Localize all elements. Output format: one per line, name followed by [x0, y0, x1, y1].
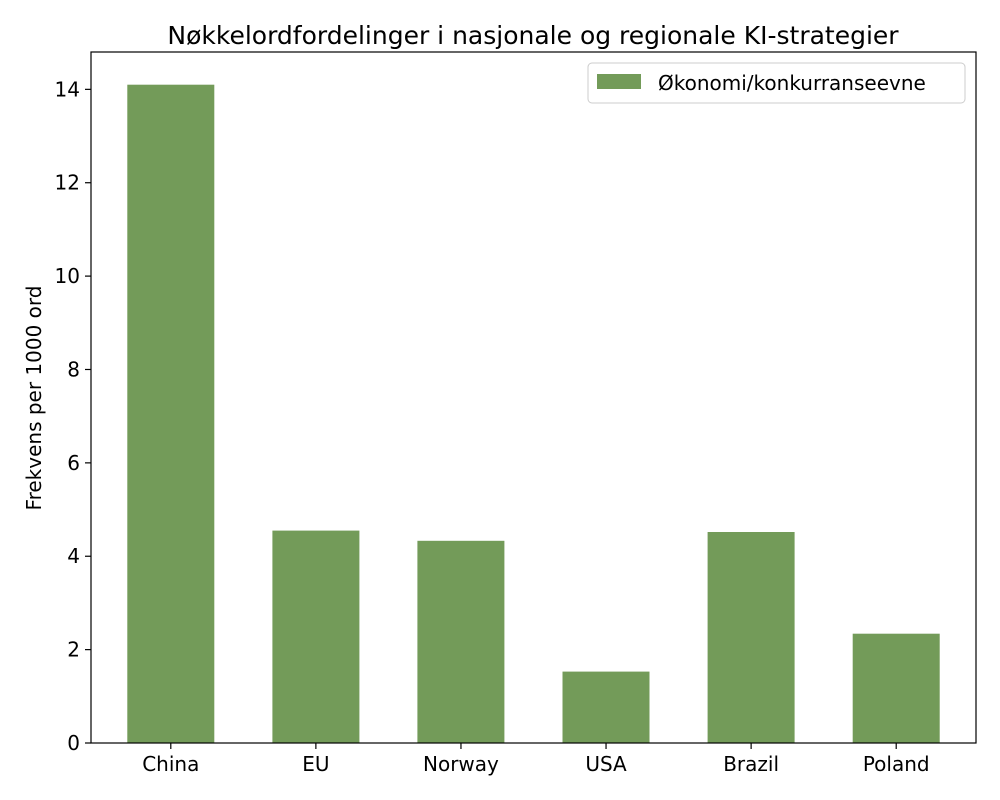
bar-eu: [272, 530, 360, 743]
x-tick-label: Brazil: [723, 752, 779, 776]
legend: Økonomi/konkurranseevne: [587, 62, 966, 104]
y-axis-ticks: 0 2 4 6 8 10 12 14: [55, 77, 91, 755]
y-tick-label: 14: [55, 77, 80, 101]
bar-poland: [852, 633, 940, 743]
legend-label: Økonomi/konkurranseevne: [658, 71, 926, 95]
legend-swatch: [597, 74, 641, 89]
bar-china: [127, 84, 215, 743]
y-tick-label: 4: [67, 544, 80, 568]
bar-usa: [562, 671, 650, 743]
y-tick-label: 0: [67, 731, 80, 755]
y-axis-label: Frekvens per 1000 ord: [22, 286, 46, 511]
x-axis-ticks: China EU Norway USA Brazil Poland: [142, 743, 930, 776]
x-tick-label: EU: [302, 752, 329, 776]
x-tick-label: USA: [585, 752, 627, 776]
x-tick-label: Poland: [863, 752, 930, 776]
bar-norway: [417, 540, 505, 743]
x-tick-label: Norway: [423, 752, 499, 776]
y-tick-label: 8: [67, 357, 80, 381]
chart-title: Nøkkelordfordelinger i nasjonale og regi…: [167, 21, 899, 50]
legend-frame: [587, 62, 966, 104]
y-tick-label: 2: [67, 638, 80, 662]
y-tick-label: 6: [67, 451, 80, 475]
x-tick-label: China: [142, 752, 199, 776]
plot-frame: [90, 51, 977, 744]
y-tick-label: 12: [55, 171, 80, 195]
bar-brazil: [707, 532, 795, 743]
bars-group: [127, 84, 940, 743]
y-tick-label: 10: [55, 264, 80, 288]
